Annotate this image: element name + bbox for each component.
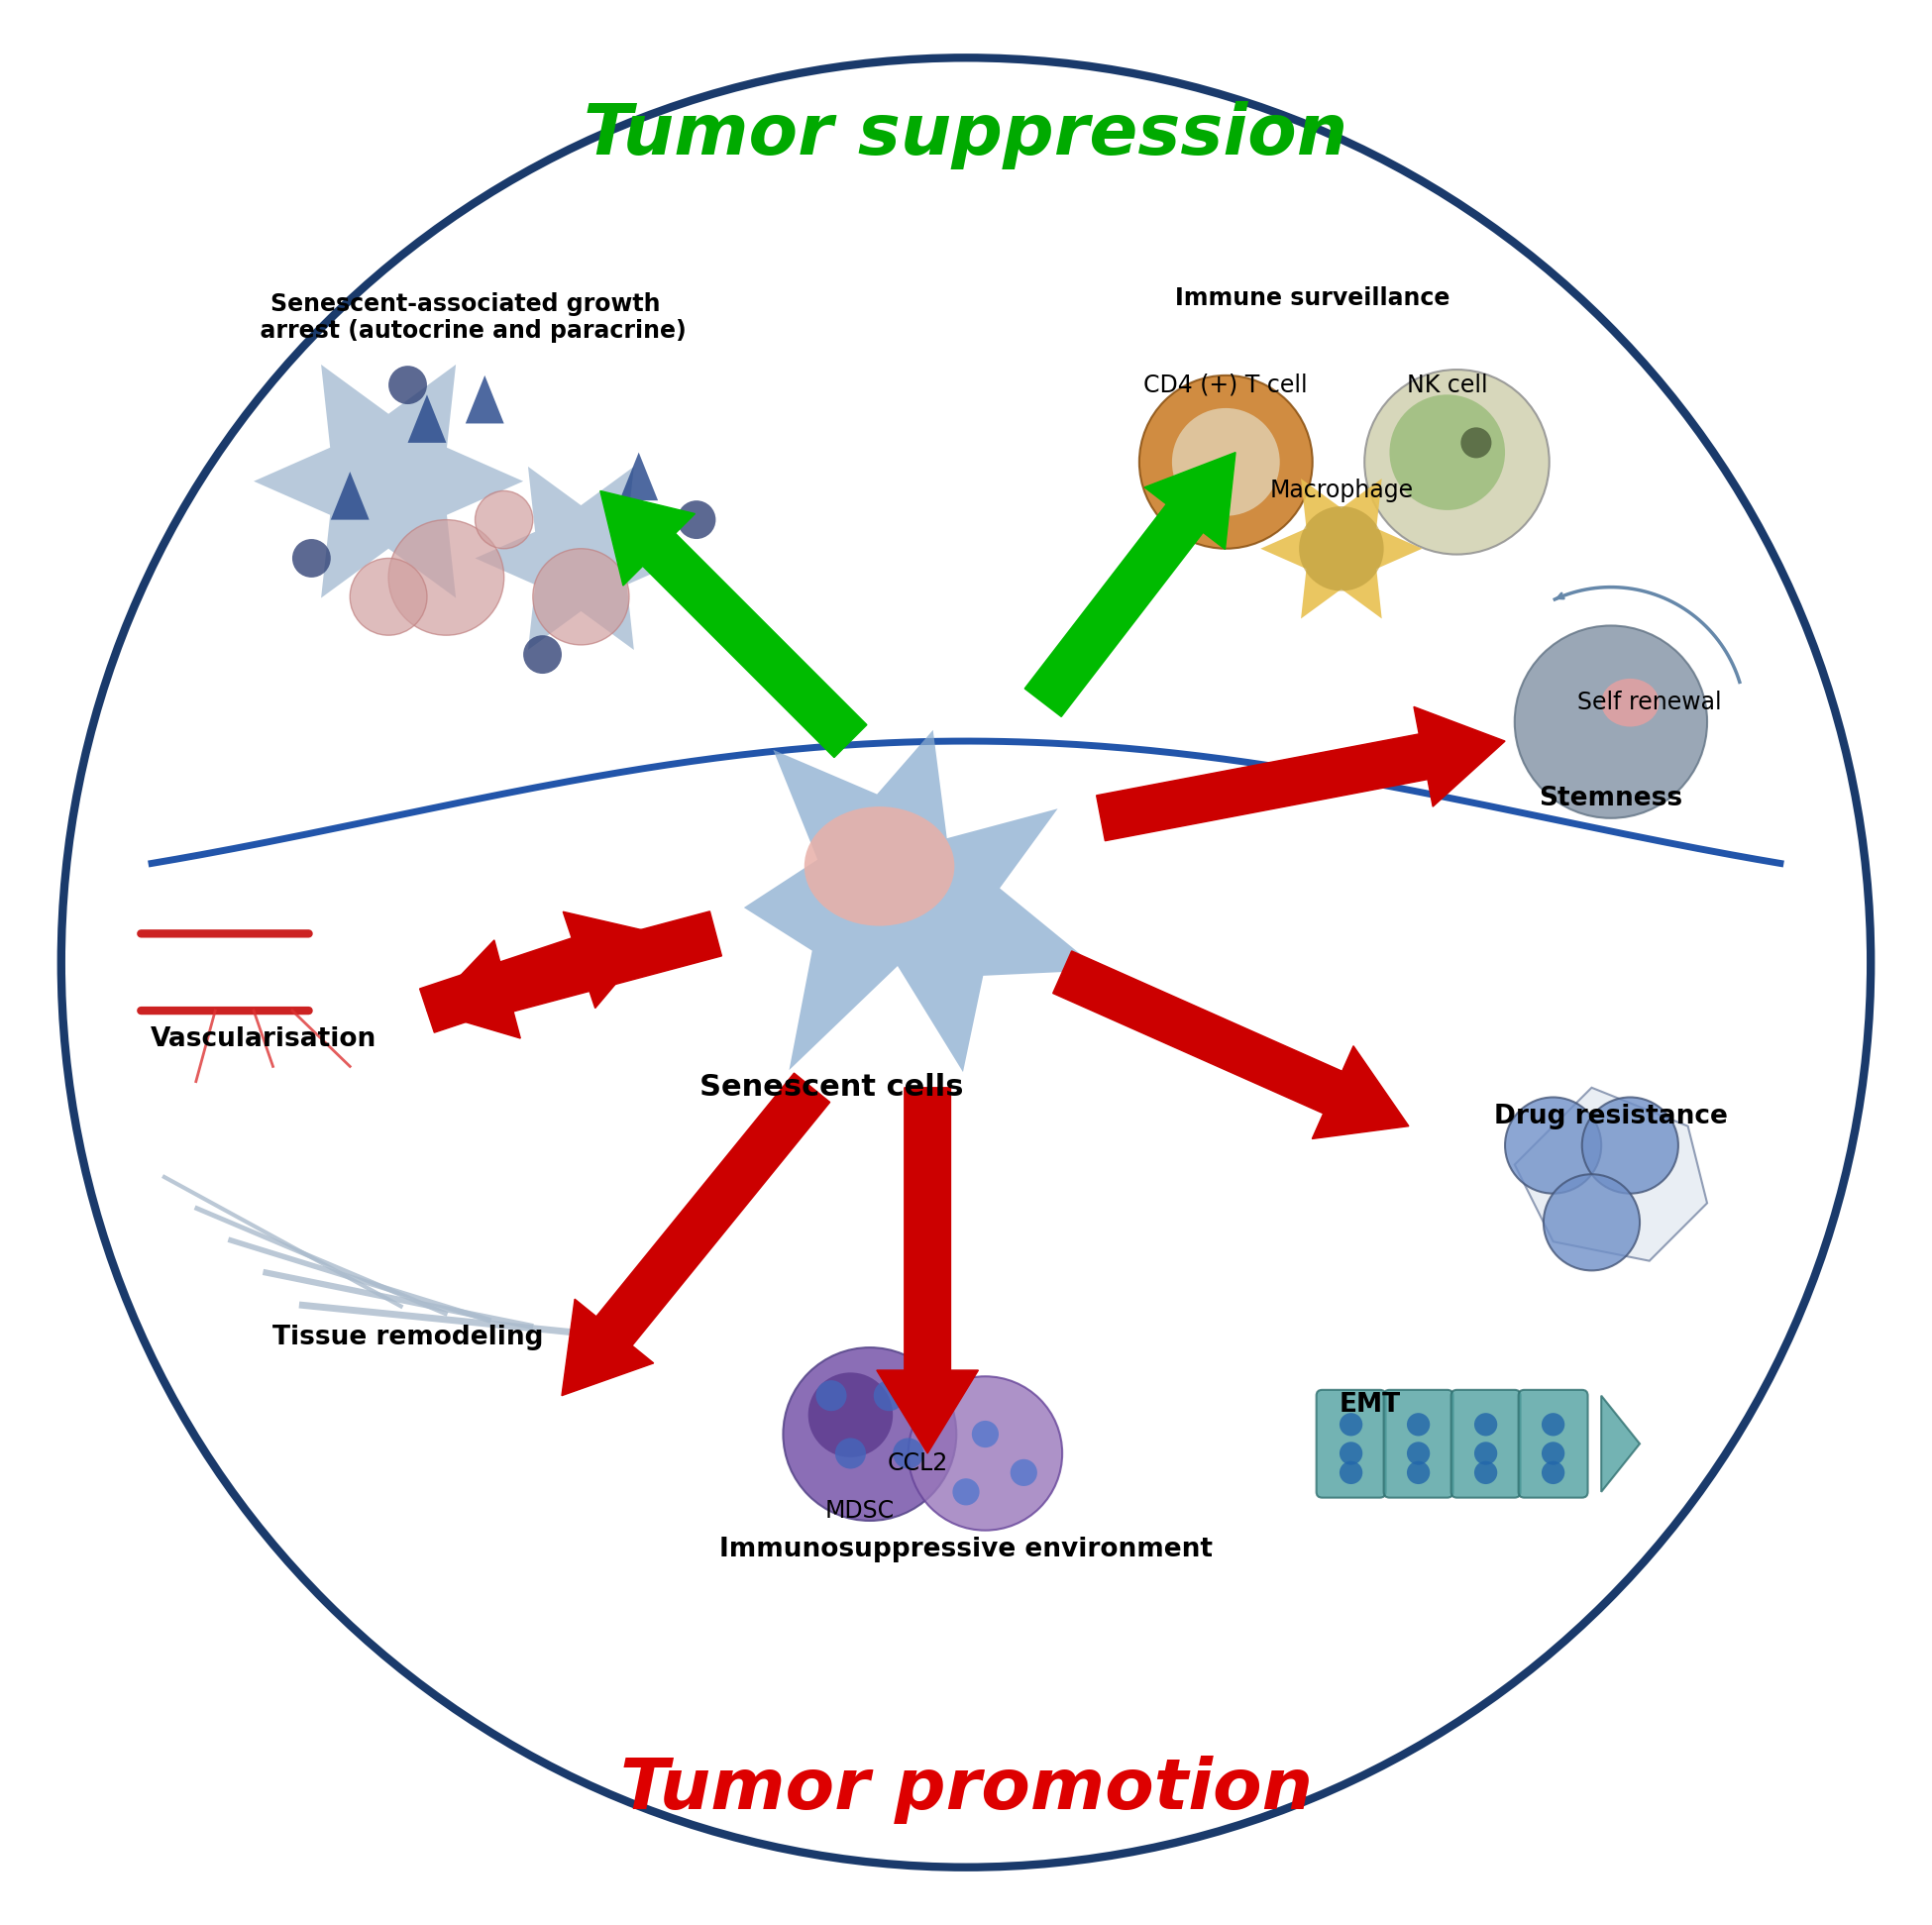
Circle shape [1542,1413,1565,1436]
Circle shape [1339,1442,1362,1465]
Text: Tumor promotion: Tumor promotion [620,1756,1312,1825]
Circle shape [782,1348,956,1521]
Circle shape [350,558,427,635]
Circle shape [1474,1461,1497,1484]
FancyBboxPatch shape [1451,1390,1520,1498]
FancyBboxPatch shape [1383,1390,1453,1498]
Polygon shape [620,452,659,500]
Circle shape [893,1438,923,1469]
Circle shape [1544,1174,1640,1271]
Circle shape [292,539,330,578]
Circle shape [1406,1413,1430,1436]
Polygon shape [1260,479,1422,618]
FancyArrow shape [562,1072,831,1396]
Circle shape [533,549,630,645]
FancyArrow shape [1097,706,1505,841]
Circle shape [388,520,504,635]
Circle shape [1140,375,1312,549]
Polygon shape [1515,1088,1708,1261]
FancyArrow shape [1053,951,1408,1140]
Polygon shape [466,375,504,424]
Circle shape [835,1438,866,1469]
Circle shape [908,1376,1063,1530]
Circle shape [815,1380,846,1411]
Circle shape [873,1380,904,1411]
FancyArrow shape [601,491,867,757]
Circle shape [1298,506,1383,591]
Text: EMT: EMT [1339,1392,1401,1419]
Polygon shape [744,730,1099,1072]
Circle shape [1582,1097,1679,1194]
Circle shape [1542,1461,1565,1484]
FancyArrow shape [877,1088,978,1453]
Text: Vascularisation: Vascularisation [151,1026,377,1053]
FancyBboxPatch shape [1519,1390,1588,1498]
Polygon shape [330,472,369,520]
Circle shape [972,1421,999,1448]
Circle shape [1406,1442,1430,1465]
Circle shape [1389,395,1505,510]
Polygon shape [408,395,446,443]
Circle shape [1406,1461,1430,1484]
Polygon shape [475,466,688,651]
Text: CD4 (+) T cell: CD4 (+) T cell [1144,373,1308,397]
FancyArrow shape [419,912,659,1032]
Circle shape [1339,1461,1362,1484]
Text: Senescent-associated growth
  arrest (autocrine and paracrine): Senescent-associated growth arrest (auto… [243,293,686,343]
Ellipse shape [1602,678,1660,726]
Circle shape [1474,1413,1497,1436]
Polygon shape [253,364,524,599]
Text: Senescent cells: Senescent cells [699,1074,964,1101]
Circle shape [1515,626,1708,818]
Circle shape [475,491,533,549]
Circle shape [1364,370,1549,554]
Circle shape [1542,1442,1565,1465]
Circle shape [524,635,562,674]
Circle shape [388,366,427,404]
Text: NK cell: NK cell [1406,373,1488,397]
FancyArrow shape [427,911,723,1038]
Text: CCL2: CCL2 [887,1451,949,1475]
Text: Tissue remodeling: Tissue remodeling [272,1324,543,1351]
Text: Immunosuppressive environment: Immunosuppressive environment [719,1536,1213,1563]
Text: Immune surveillance: Immune surveillance [1175,287,1449,310]
Circle shape [1173,408,1279,516]
Circle shape [1474,1442,1497,1465]
Circle shape [1461,427,1492,458]
Circle shape [952,1478,980,1505]
Text: Stemness: Stemness [1540,785,1683,812]
FancyBboxPatch shape [1316,1390,1385,1498]
Text: Tumor suppression: Tumor suppression [583,100,1349,169]
Text: MDSC: MDSC [825,1500,895,1523]
Ellipse shape [804,807,954,926]
Circle shape [808,1373,893,1457]
Circle shape [1505,1097,1602,1194]
Polygon shape [1602,1396,1640,1492]
Circle shape [1010,1459,1037,1486]
Circle shape [678,500,715,539]
Text: Self renewal: Self renewal [1577,691,1721,714]
Circle shape [1339,1413,1362,1436]
Polygon shape [639,510,678,558]
Text: Macrophage: Macrophage [1269,479,1414,502]
Text: Drug resistance: Drug resistance [1493,1103,1727,1130]
FancyArrow shape [1024,452,1235,716]
